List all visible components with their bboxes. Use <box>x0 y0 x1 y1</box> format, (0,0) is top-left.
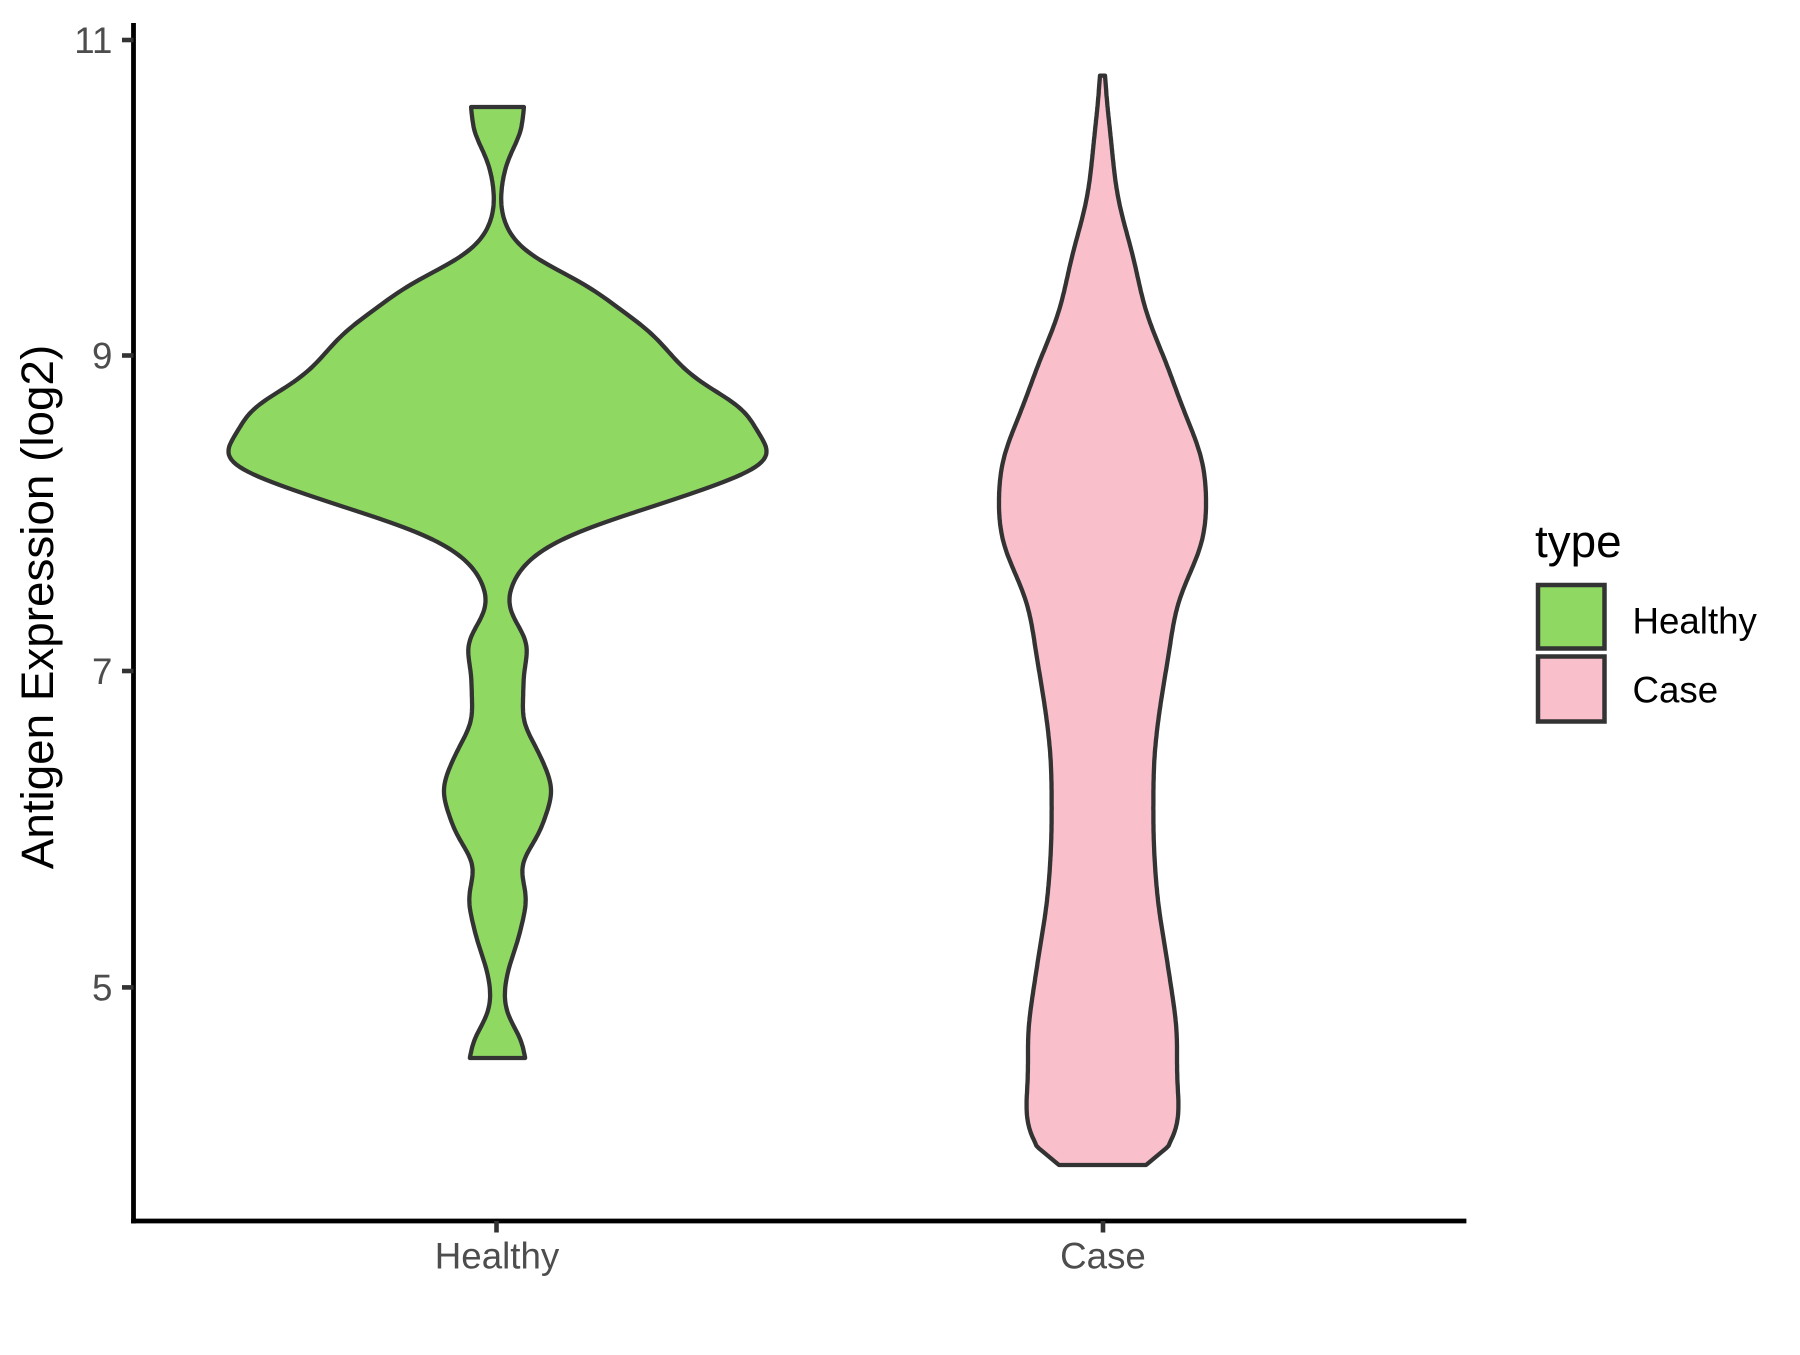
svg-text:9: 9 <box>92 336 112 377</box>
svg-text:Healthy: Healthy <box>1633 601 1758 642</box>
svg-text:Antigen Expression (log2): Antigen Expression (log2) <box>12 345 63 869</box>
svg-text:7: 7 <box>92 651 112 692</box>
svg-text:Case: Case <box>1060 1236 1146 1277</box>
svg-text:5: 5 <box>92 967 112 1008</box>
svg-text:Case: Case <box>1633 670 1719 711</box>
svg-text:type: type <box>1535 516 1622 567</box>
svg-text:11: 11 <box>74 20 112 61</box>
svg-text:Healthy: Healthy <box>435 1236 560 1277</box>
